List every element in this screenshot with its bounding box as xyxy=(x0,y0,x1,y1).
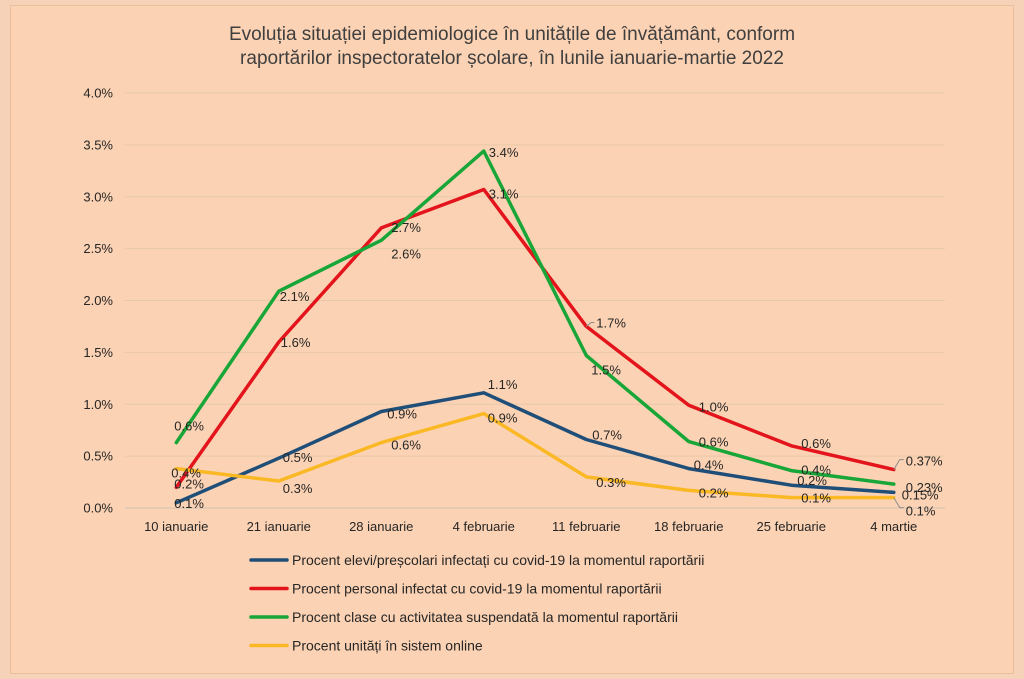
legend-label: Procent personal infectat cu covid-19 la… xyxy=(292,581,662,597)
data-label: 3.1% xyxy=(489,186,519,201)
data-label: 0.5% xyxy=(283,450,313,465)
legend: Procent elevi/preșcolari infectați cu co… xyxy=(249,552,704,654)
data-label: 0.37% xyxy=(906,454,943,469)
data-label: 0.1% xyxy=(174,496,204,511)
data-label: 0.2% xyxy=(699,485,729,500)
data-label: 2.7% xyxy=(391,220,421,235)
data-label: 2.6% xyxy=(391,246,421,261)
x-tick-label: 4 martie xyxy=(870,519,917,534)
series-line-3 xyxy=(174,149,896,486)
data-label: 0.9% xyxy=(488,411,518,426)
data-labels: 0.1%0.5%0.9%1.1%0.7%0.4%0.2%0.15%0.2%1.6… xyxy=(171,145,943,519)
x-tick-label: 18 februarie xyxy=(654,519,723,534)
data-label: 1.5% xyxy=(591,362,621,377)
data-label: 0.4% xyxy=(171,466,201,481)
leader-line xyxy=(893,497,904,509)
y-tick-label: 4.0% xyxy=(83,86,113,101)
data-label: 2.1% xyxy=(280,289,310,304)
data-label: 0.7% xyxy=(592,428,622,443)
series-line-4 xyxy=(174,411,896,500)
data-label: 0.6% xyxy=(391,438,421,453)
data-label: 3.4% xyxy=(489,145,519,160)
x-tick-label: 28 ianuarie xyxy=(349,519,413,534)
series-line-1 xyxy=(174,391,896,505)
y-tick-label: 3.0% xyxy=(83,189,113,204)
data-label: 1.7% xyxy=(596,315,626,330)
data-label: 0.23% xyxy=(906,480,943,495)
data-label: 0.2% xyxy=(797,473,827,488)
y-tick-label: 0.5% xyxy=(83,449,113,464)
chart-title-line-2: raportărilor inspectoratelor școlare, în… xyxy=(240,48,784,69)
legend-label: Procent clase cu activitatea suspendată … xyxy=(292,609,678,625)
y-tick-label: 2.0% xyxy=(83,293,113,308)
data-label: 0.6% xyxy=(801,436,831,451)
chart-frame xyxy=(10,5,1014,674)
y-tick-label: 3.5% xyxy=(83,137,113,152)
data-label: 0.6% xyxy=(699,435,729,450)
data-label: 0.15% xyxy=(902,487,939,502)
y-tick-label: 2.5% xyxy=(83,241,113,256)
data-label: 0.9% xyxy=(387,407,417,422)
series-lines xyxy=(174,149,896,505)
x-tick-label: 25 februarie xyxy=(757,519,826,534)
y-tick-label: 0.0% xyxy=(83,501,113,516)
data-label: 1.6% xyxy=(281,335,311,350)
legend-label: Procent elevi/preșcolari infectați cu co… xyxy=(292,552,704,568)
leader-line xyxy=(893,459,904,470)
y-axis-tick-labels: 0.0% 0.5% 1.0% 1.5% 2.0% 2.5% 3.0% 3.5% 4.0% xyxy=(83,86,113,516)
data-label: 0.4% xyxy=(694,458,724,473)
data-label: 0.3% xyxy=(596,475,626,490)
series-line-2 xyxy=(174,187,896,490)
y-tick-label: 1.5% xyxy=(83,345,113,360)
x-tick-label: 10 ianuarie xyxy=(144,519,208,534)
x-tick-label: 21 ianuarie xyxy=(247,519,311,534)
data-label: 0.1% xyxy=(906,504,936,519)
data-label: 1.1% xyxy=(488,377,518,392)
data-label: 0.3% xyxy=(283,481,313,496)
leader-line xyxy=(585,321,595,327)
chart-title: Evoluția situației epidemiologice în uni… xyxy=(229,24,795,69)
x-tick-label: 4 februarie xyxy=(453,519,515,534)
x-tick-label: 11 februarie xyxy=(552,519,620,534)
chart-title-line-1: Evoluția situației epidemiologice în uni… xyxy=(229,24,795,45)
leader-lines xyxy=(585,321,904,509)
y-tick-label: 1.0% xyxy=(83,397,113,412)
data-label: 0.1% xyxy=(801,491,831,506)
data-label: 1.0% xyxy=(699,399,729,414)
data-label: 0.2% xyxy=(174,476,204,491)
x-axis-tick-labels: 10 ianuarie 21 ianuarie 28 ianuarie 4 febru… xyxy=(144,519,917,534)
data-label: 0.4% xyxy=(801,463,831,478)
legend-label: Procent unități în sistem online xyxy=(292,638,483,654)
data-label: 0.6% xyxy=(174,419,204,434)
gridlines xyxy=(125,92,945,509)
